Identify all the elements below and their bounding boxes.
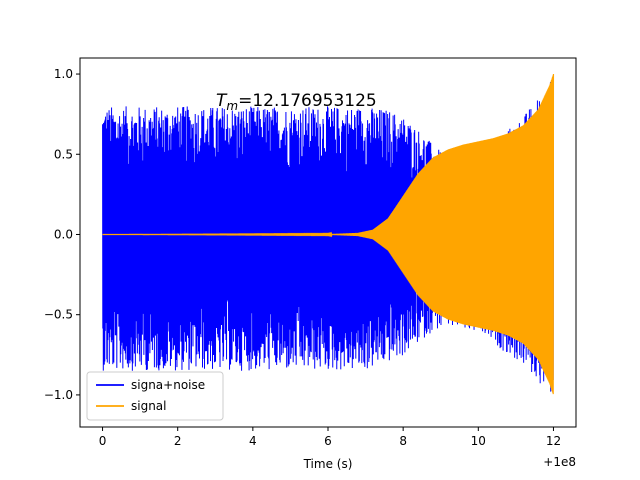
annotation-symbol: T xyxy=(216,91,228,111)
x-axis-label: Time (s) xyxy=(303,457,353,471)
annotation-value: =12.176953125 xyxy=(238,91,377,111)
y-tick-label-3: 0.5 xyxy=(54,147,73,161)
annotation: Tm=12.176953125 xyxy=(216,91,377,113)
x-tick-label-0: 0 xyxy=(99,434,107,448)
x-tick-label-2: 4 xyxy=(249,434,257,448)
legend-label-signal: signal xyxy=(131,399,167,413)
legend: signa+noise signal xyxy=(86,371,224,421)
x-tick-label-5: 10 xyxy=(471,434,486,448)
series-layer xyxy=(102,74,555,395)
legend-box xyxy=(86,371,224,421)
x-tick-label-4: 8 xyxy=(399,434,407,448)
x-tick-label-3: 6 xyxy=(324,434,332,448)
x-tick-label-6: 12 xyxy=(546,434,561,448)
x-offset-text: +1e8 xyxy=(543,455,576,469)
y-tick-label-1: −0.5 xyxy=(44,308,73,322)
annotation-subscript: m xyxy=(226,99,238,113)
x-axis-ticks: 0 2 4 6 8 10 12 xyxy=(99,427,561,448)
y-axis-ticks: −1.0 −0.5 0.0 0.5 1.0 xyxy=(44,67,80,402)
y-tick-label-0: −1.0 xyxy=(44,388,73,402)
series-signal-line xyxy=(102,74,555,395)
y-tick-label-4: 1.0 xyxy=(54,67,73,81)
y-tick-label-2: 0.0 xyxy=(54,227,73,241)
x-tick-label-1: 2 xyxy=(174,434,182,448)
legend-label-signal-noise: signa+noise xyxy=(131,378,205,392)
